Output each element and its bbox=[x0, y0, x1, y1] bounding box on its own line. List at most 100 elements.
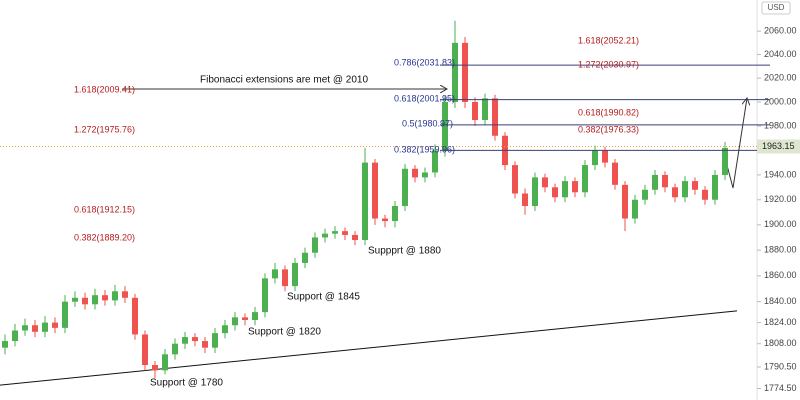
candle-body bbox=[62, 301, 68, 328]
y-tick-label: 1920.00 bbox=[764, 194, 797, 204]
y-tick-label: 1790.50 bbox=[764, 361, 797, 371]
candle-body bbox=[712, 174, 718, 200]
candle-body bbox=[122, 291, 128, 298]
candle-body bbox=[532, 177, 538, 206]
candle-body bbox=[162, 354, 168, 371]
candle-body bbox=[2, 341, 8, 348]
fib-label: 1.272(2030.97) bbox=[578, 59, 639, 69]
candle-body bbox=[72, 297, 78, 302]
candle-body bbox=[522, 193, 528, 206]
candle-body bbox=[322, 233, 328, 238]
y-tick-label: 1980.00 bbox=[764, 120, 797, 130]
candle-body bbox=[372, 162, 378, 219]
candle-body bbox=[622, 184, 628, 219]
y-tick-label: 1808.00 bbox=[764, 338, 797, 348]
candle-body bbox=[362, 162, 368, 241]
candle-body bbox=[152, 364, 158, 371]
y-tick-label: 2000.00 bbox=[764, 96, 797, 106]
candle-body bbox=[232, 317, 238, 326]
y-tick-label: 1860.00 bbox=[764, 270, 797, 280]
candle-body bbox=[282, 269, 288, 287]
candle-body bbox=[172, 343, 178, 355]
candle-body bbox=[442, 101, 448, 151]
candle-body bbox=[342, 231, 348, 235]
fib-label: 0.382(1959.96) bbox=[394, 144, 455, 154]
candle-body bbox=[672, 187, 678, 198]
y-tick-label: 1774.50 bbox=[764, 383, 797, 393]
candle-body bbox=[462, 42, 468, 102]
candle-body bbox=[272, 269, 278, 279]
candle-body bbox=[662, 174, 668, 188]
candle-body bbox=[642, 189, 648, 200]
candle-body bbox=[382, 218, 388, 222]
candle-body bbox=[472, 101, 478, 121]
candle-body bbox=[702, 189, 708, 200]
annotation: Support @ 1820 bbox=[248, 327, 321, 338]
candle-body bbox=[142, 334, 148, 365]
candle-body bbox=[12, 330, 18, 342]
last-price-tag bbox=[757, 139, 800, 154]
candle-body bbox=[22, 325, 28, 331]
candle-body bbox=[292, 262, 298, 287]
y-tick-label: 2020.00 bbox=[764, 73, 797, 83]
candle-body bbox=[212, 333, 218, 348]
candle-body bbox=[32, 325, 38, 332]
annotation: Support @ 1845 bbox=[287, 292, 360, 303]
fib-label: 1.618(2009.41) bbox=[74, 84, 135, 94]
candle-body bbox=[352, 234, 358, 241]
y-tick-label: 1880.00 bbox=[764, 245, 797, 255]
candle-body bbox=[252, 312, 258, 320]
candle-body bbox=[132, 297, 138, 335]
candle-body bbox=[482, 98, 488, 121]
candle-body bbox=[562, 181, 568, 198]
candle-body bbox=[202, 341, 208, 348]
candle-body bbox=[392, 205, 398, 222]
candle-body bbox=[582, 165, 588, 193]
fib-label: 0.786(2031.83) bbox=[394, 57, 455, 67]
candle-body bbox=[242, 317, 248, 320]
candle-body bbox=[452, 42, 458, 102]
candle-body bbox=[412, 168, 418, 178]
fib-label: 0.618(1990.82) bbox=[578, 107, 639, 117]
trendline bbox=[0, 310, 738, 386]
candle-body bbox=[682, 181, 688, 198]
candle-body bbox=[312, 237, 318, 253]
candle-body bbox=[512, 165, 518, 194]
candle-body bbox=[692, 181, 698, 190]
annotation: Support @ 1780 bbox=[150, 378, 223, 389]
y-tick-label: 2060.00 bbox=[764, 26, 797, 36]
last-price-label: 1963.15 bbox=[762, 141, 795, 151]
candle-body bbox=[722, 147, 728, 175]
y-tick-label: 1940.00 bbox=[764, 169, 797, 179]
y-tick-label: 1824.00 bbox=[764, 317, 797, 327]
candle-body bbox=[42, 322, 48, 332]
candle-body bbox=[222, 325, 228, 334]
candle-body bbox=[52, 322, 58, 328]
fib-label: 0.618(1912.15) bbox=[74, 204, 135, 214]
candle-body bbox=[112, 291, 118, 301]
fib-label: 0.382(1976.33) bbox=[578, 124, 639, 134]
candle-body bbox=[92, 295, 98, 305]
fib-label: 1.272(1975.76) bbox=[74, 124, 135, 134]
candle-body bbox=[332, 231, 338, 234]
fib-label: 0.618(2001.95) bbox=[394, 93, 455, 103]
fib-label: 1.618(2052.21) bbox=[578, 35, 639, 45]
candle-body bbox=[552, 187, 558, 198]
y-tick-label: 1900.00 bbox=[764, 219, 797, 229]
currency-badge bbox=[761, 1, 791, 15]
candle-body bbox=[422, 172, 428, 178]
fib-label: 0.382(1889.20) bbox=[74, 232, 135, 242]
candle-body bbox=[492, 98, 498, 136]
candle-body bbox=[612, 162, 618, 185]
candle-body bbox=[432, 150, 438, 173]
currency-label: USD bbox=[768, 3, 785, 12]
candle-body bbox=[402, 168, 408, 206]
candle-body bbox=[602, 150, 608, 163]
annotation: Fibonacci extensions are met @ 2010 bbox=[200, 75, 368, 86]
candle-body bbox=[632, 199, 638, 219]
candle-body bbox=[192, 337, 198, 342]
candle-body bbox=[82, 297, 88, 305]
candle-body bbox=[592, 150, 598, 166]
